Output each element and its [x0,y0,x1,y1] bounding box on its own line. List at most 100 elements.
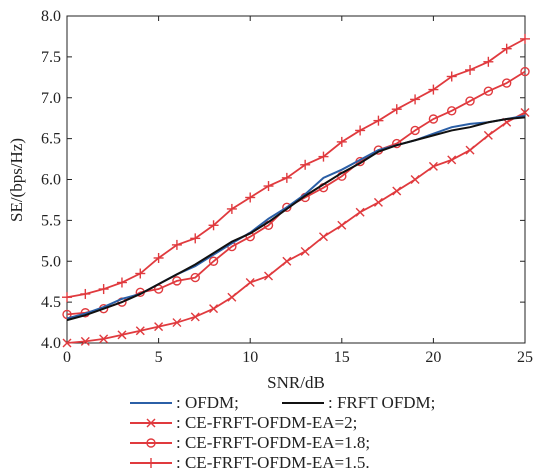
legend-entry-0: : OFDM; [130,393,239,412]
y-tick-label: 4.0 [41,335,61,352]
series-2-marker-x [99,334,109,344]
series-3-marker-circle [190,272,200,283]
series-2-marker-x [154,322,164,332]
y-axis-label: SE/(bps/Hz) [7,138,26,222]
series-3-marker-circle [410,125,420,136]
x-axis-label: SNR/dB [267,373,325,392]
series-2-marker-x [373,197,383,207]
series-4-marker-plus [318,151,329,162]
series-2-marker-x [392,186,402,196]
series-4-marker-plus [300,159,311,170]
series-3-marker-circle [465,96,475,106]
series-2-line [66,111,526,344]
x-tick-label: 20 [425,349,441,366]
series-2-marker-x [428,161,438,171]
series-4-marker-plus [263,181,274,192]
series-2 [62,107,530,348]
y-tick-label: 7.5 [41,49,61,66]
series-4-marker-plus [208,220,219,231]
y-tick-label: 4.5 [41,294,61,311]
legend-entry-3-swatch-marker-circle [146,438,156,448]
series-2-marker-x [190,312,200,322]
series-3-marker-circle [172,276,182,286]
x-tick-label: 0 [63,349,71,366]
series-4-marker-plus [355,125,366,136]
legend-entry-0-label: : OFDM; [176,393,239,412]
x-axis-ticks: 0 5 10 15 20 25 [63,16,533,366]
series-2-marker-x [264,271,274,281]
series-4-marker-plus [501,43,512,54]
series-2-marker-x [117,330,127,340]
x-tick-label: 10 [242,349,258,366]
legend-entry-1: : FRFT OFDM; [282,393,435,412]
series-4-marker-plus [98,284,109,295]
series-2-marker-x [80,336,90,346]
series-1-line [66,116,526,322]
series-2-marker-x [483,130,493,140]
y-tick-label: 6.0 [41,172,61,189]
series-3-line [66,70,526,316]
series-4-marker-plus [226,203,237,214]
series-3-marker-circle [501,78,512,88]
series-4 [62,33,530,303]
series-2-marker-x [172,318,182,328]
series-2-marker-x [300,246,310,256]
x-tick-label: 15 [334,349,350,366]
series-4-marker-plus [135,268,146,279]
series-2-marker-x [520,107,530,117]
series-2-marker-x [282,256,292,266]
series-4-marker-plus [410,94,421,105]
series-4-marker-plus [483,56,494,67]
series-4-marker-plus [336,136,347,147]
x-tick-label: 5 [155,349,163,366]
series-2-marker-x [465,145,475,155]
legend-entry-3: : CE-FRFT-OFDM-EA=1.8; [130,433,370,452]
series-1 [66,116,526,322]
series-2-marker-x [245,278,255,287]
legend: : OFDM; : FRFT OFDM;: CE-FRFT-OFDM-EA=2;:… [130,393,435,472]
legend-entry-4-swatch-marker-plus [146,458,156,468]
legend-entry-2-swatch-marker-x [146,418,156,428]
series-4-marker-plus [80,288,91,299]
series-4-marker-plus [171,239,182,250]
legend-entry-4-label: : CE-FRFT-OFDM-EA=1.5. [176,453,370,472]
series-3-marker-circle [447,106,457,116]
series-3-marker-circle [520,66,530,77]
y-tick-label: 7.0 [41,90,61,107]
series-4-marker-plus [520,33,530,44]
legend-entry-1-label: : FRFT OFDM; [328,393,435,412]
series-2-marker-x [227,292,237,302]
legend-entry-2-label: : CE-FRFT-OFDM-EA=2; [176,413,357,432]
series-2-marker-x [318,232,328,242]
series-3-marker-circle [428,114,439,124]
series-4-marker-plus [153,252,164,263]
series-4-marker-plus [62,292,72,303]
series-2-marker-x [209,304,219,314]
series-3 [62,66,530,320]
series-4-marker-plus [465,64,476,75]
series-4-marker-plus [391,104,402,115]
series-4-marker-plus [281,172,292,183]
series-0 [66,114,526,320]
series-2-marker-x [447,155,457,165]
series-0-line [66,114,526,320]
legend-entry-2: : CE-FRFT-OFDM-EA=2; [130,413,357,432]
series-2-marker-x [62,338,72,348]
series-3-marker-circle [208,256,219,266]
series-4-marker-plus [446,71,457,82]
x-tick-label: 25 [517,349,533,366]
series-4-marker-plus [245,192,256,203]
series-2-marker-x [355,207,365,217]
series-2-marker-x [337,220,347,230]
series-4-marker-plus [428,84,439,95]
y-tick-label: 5.5 [41,212,61,229]
y-tick-label: 5.0 [41,253,61,270]
y-tick-label: 8.0 [41,8,61,25]
legend-entry-4: : CE-FRFT-OFDM-EA=1.5. [130,453,370,472]
legend-entry-3-label: : CE-FRFT-OFDM-EA=1.8; [176,433,370,452]
y-axis-ticks: 4.0 4.5 5.0 5.5 6.0 6.5 7.0 7.5 8.0 [41,8,525,352]
series-2-marker-x [410,175,420,184]
series-4-marker-plus [116,277,127,288]
series-4-marker-plus [190,233,201,244]
